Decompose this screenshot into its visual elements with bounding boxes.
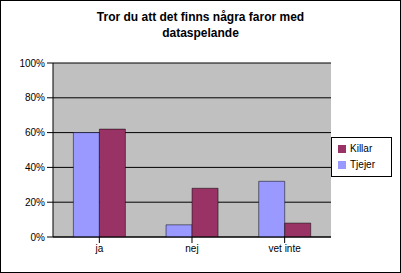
svg-text:0%: 0%: [31, 232, 46, 243]
svg-text:60%: 60%: [25, 127, 45, 138]
svg-text:100%: 100%: [19, 58, 45, 69]
svg-text:40%: 40%: [25, 162, 45, 173]
html-text:Killar: Killar: [350, 143, 373, 154]
html-text:Tjejer: Tjejer: [350, 159, 375, 170]
svg-text:nej: nej: [185, 243, 198, 254]
svg-text:80%: 80%: [25, 92, 45, 103]
svg-text:20%: 20%: [25, 197, 45, 208]
svg-text:ja: ja: [94, 243, 103, 254]
html-text:Tror du att det finns några fa: Tror du att det finns några faror med da…: [96, 10, 305, 40]
svg-text:vet inte: vet inte: [269, 243, 302, 254]
